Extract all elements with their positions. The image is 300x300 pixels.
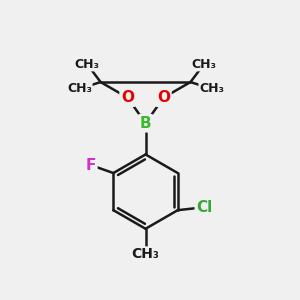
Text: CH₃: CH₃ — [67, 82, 92, 95]
Text: O: O — [157, 90, 170, 105]
Text: CH₃: CH₃ — [199, 82, 224, 95]
Text: B: B — [140, 116, 152, 131]
Text: O: O — [121, 90, 134, 105]
Text: CH₃: CH₃ — [132, 247, 160, 261]
Text: CH₃: CH₃ — [191, 58, 216, 71]
Text: F: F — [85, 158, 96, 172]
Text: Cl: Cl — [196, 200, 213, 215]
Text: CH₃: CH₃ — [75, 58, 100, 71]
